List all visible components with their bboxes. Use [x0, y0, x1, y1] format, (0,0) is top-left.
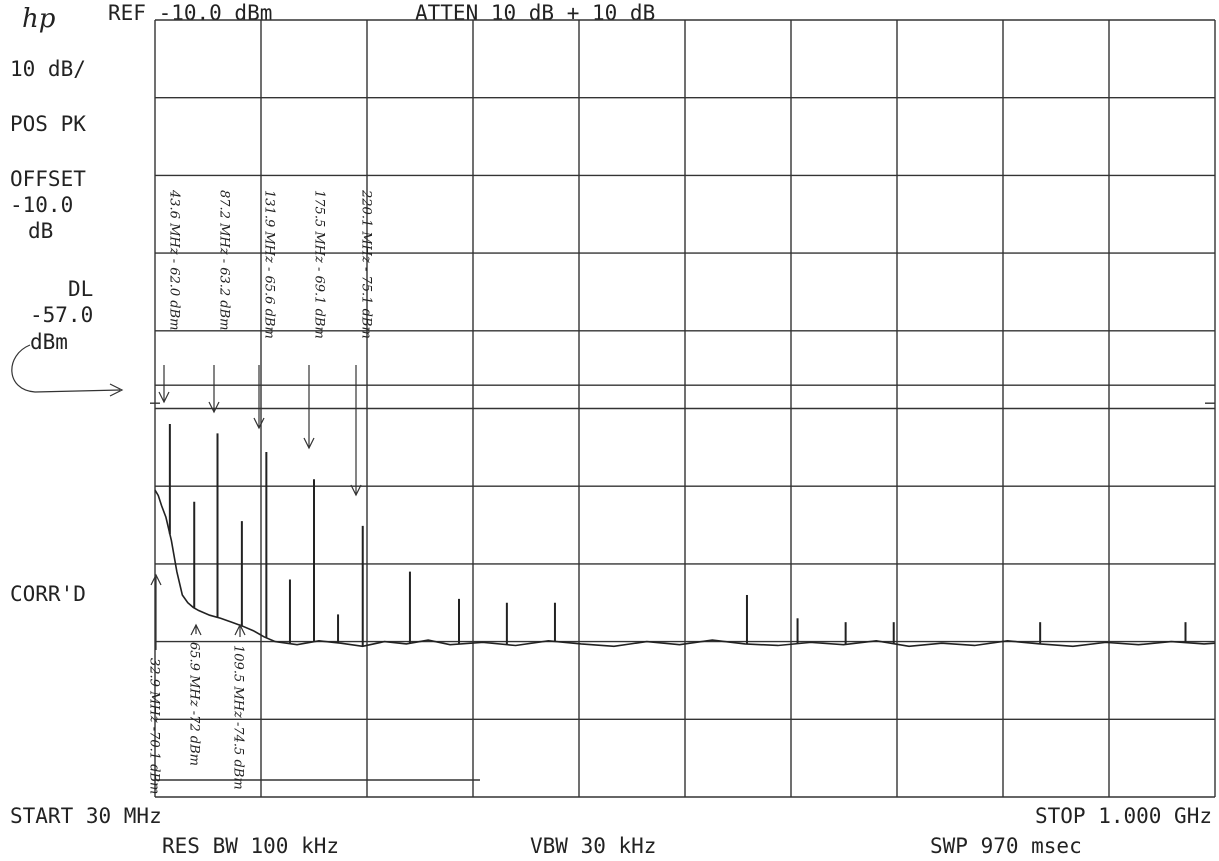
annotation: 131.9 MHz - 65.6 dBm: [262, 190, 277, 339]
annotation: 87.2 MHz - 63.2 dBm: [217, 190, 232, 331]
footer-label: RES BW 100 kHz: [162, 834, 339, 858]
dl-unit: dBm: [30, 330, 68, 354]
annotation-arrow-head: [208, 401, 220, 414]
footer-label: START 30 MHz: [10, 804, 162, 828]
annotation-arrow-head: [234, 623, 246, 636]
annotation: 109.5 MHz -74.5 dBm: [231, 645, 246, 790]
side-label: 10 dB/: [10, 57, 86, 81]
corr-label: CORR'D: [10, 582, 86, 606]
footer-label: VBW 30 kHz: [530, 834, 656, 858]
annotation-arrow-head: [150, 573, 162, 586]
annotation-arrow-head: [253, 417, 265, 430]
header-ref: REF -10.0 dBm: [108, 1, 272, 25]
side-label: DL: [68, 277, 93, 301]
annotation: 175.5 MHz - 69.1 dBm: [312, 190, 327, 339]
annotation: 32.9 MHz -70.1 dBm: [147, 658, 162, 794]
annotation-arrow-head: [303, 437, 315, 450]
logo: hp: [22, 4, 56, 34]
footer-label: STOP 1.000 GHz: [1035, 804, 1212, 828]
side-label: -10.0: [10, 193, 73, 217]
annotation-arrow-head: [190, 623, 202, 636]
annotation-arrow-head: [350, 484, 362, 497]
annotation: 220.1 MHz - 75.1 dBm: [359, 189, 374, 339]
side-label: POS PK: [10, 112, 86, 136]
dl-arrow-head: [109, 383, 124, 397]
side-label: OFFSET: [10, 167, 86, 191]
header-atten: ATTEN 10 dB + 10 dB: [415, 1, 655, 25]
side-label: dB: [28, 219, 53, 243]
annotation: 65.9 MHz -72 dBm: [187, 642, 202, 766]
dl-arrow: [11, 344, 121, 393]
footer-label: SWP 970 msec: [930, 834, 1082, 858]
annotation: 43.6 MHz - 62.0 dBm: [167, 189, 182, 331]
dl-value: -57.0: [30, 303, 93, 327]
annotation-arrow-head: [158, 391, 170, 404]
